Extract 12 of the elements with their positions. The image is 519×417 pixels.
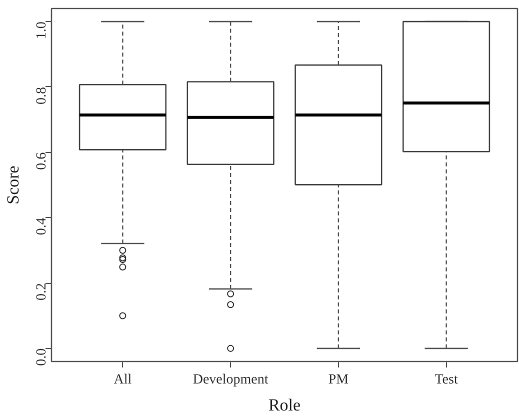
y-tick-label: 0.6 bbox=[34, 152, 50, 170]
x-axis-title: Role bbox=[268, 396, 301, 414]
y-tick-label: 1.0 bbox=[34, 22, 50, 40]
x-tick-label: PM bbox=[328, 372, 350, 388]
y-tick-label: 0.0 bbox=[34, 348, 50, 366]
x-tick-label: Test bbox=[434, 372, 458, 388]
y-tick-label: 0.8 bbox=[34, 86, 50, 104]
x-tick-label: All bbox=[114, 372, 132, 388]
y-tick-label: 0.4 bbox=[34, 218, 50, 236]
y-axis-title: Score bbox=[4, 166, 22, 204]
y-tick-label: 0.2 bbox=[34, 283, 50, 301]
x-tick-label: Development bbox=[192, 372, 268, 388]
